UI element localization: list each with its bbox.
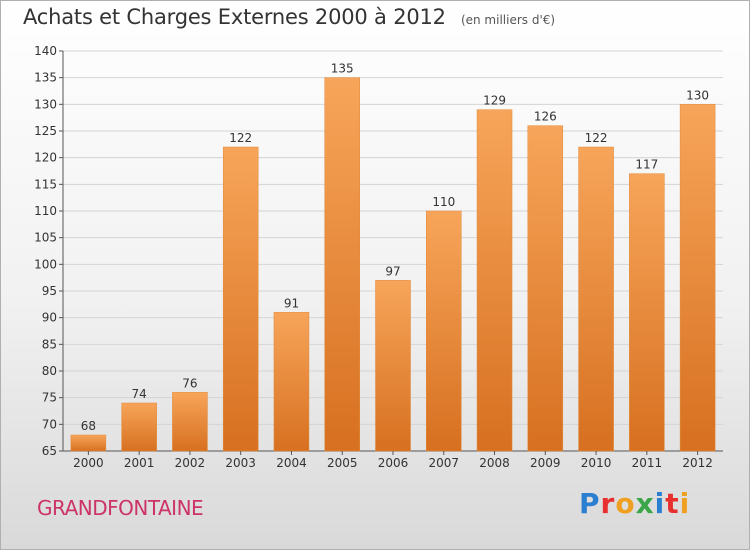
bar-2004 [273, 312, 310, 452]
logo-letter: P [579, 487, 601, 520]
data-label-2003: 122 [229, 131, 252, 145]
chart-title: Achats et Charges Externes 2000 à 2012 [23, 5, 446, 29]
data-label-2008: 129 [483, 94, 506, 108]
logo-letter: x [635, 487, 655, 520]
y-tick-label: 140 [34, 44, 57, 58]
x-tick-label-2011: 2011 [632, 456, 663, 470]
data-label-2007: 110 [432, 195, 455, 209]
bar-2005 [324, 77, 360, 452]
commune-name: GRANDFONTAINE [37, 496, 204, 520]
y-tick-label: 80 [42, 364, 57, 378]
y-tick-label: 105 [34, 231, 57, 245]
logo-letter: o [615, 487, 636, 520]
bar-2010 [578, 146, 614, 452]
bar-2006 [375, 280, 411, 452]
y-tick-label: 70 [42, 417, 57, 431]
logo-letter: t [665, 487, 680, 520]
data-label-2004: 91 [284, 296, 299, 310]
data-label-2001: 74 [132, 387, 147, 401]
data-label-2011: 117 [635, 158, 658, 172]
x-tick-label-2002: 2002 [175, 456, 206, 470]
x-tick-label-2004: 2004 [276, 456, 307, 470]
proxiti-logo: Proxiti [579, 487, 690, 520]
logo-letter: i [654, 487, 666, 520]
y-tick-label: 110 [34, 204, 57, 218]
y-tick-label: 75 [42, 391, 57, 405]
bar-2008 [476, 109, 513, 452]
bar-2007 [426, 210, 462, 452]
bar-2012 [679, 104, 716, 452]
x-tick-label-2006: 2006 [378, 456, 409, 470]
y-tick-label: 85 [42, 337, 57, 351]
data-label-2000: 68 [81, 419, 96, 433]
bar-2000 [70, 434, 107, 452]
x-tick-label-2010: 2010 [581, 456, 612, 470]
bar-2001 [121, 402, 157, 452]
x-tick-label-2005: 2005 [327, 456, 358, 470]
y-tick-label: 125 [34, 124, 57, 138]
x-tick-label-2003: 2003 [225, 456, 256, 470]
y-tick-label: 130 [34, 97, 57, 111]
bar-2002 [172, 392, 208, 452]
x-tick-label-2009: 2009 [530, 456, 561, 470]
title-row: Achats et Charges Externes 2000 à 2012 (… [23, 5, 555, 29]
data-label-2002: 76 [182, 376, 197, 390]
x-tick-label-2001: 2001 [124, 456, 155, 470]
data-label-2009: 126 [534, 110, 557, 124]
y-tick-label: 95 [42, 284, 57, 298]
y-tick-label: 100 [34, 257, 57, 271]
bar-2003 [222, 146, 259, 452]
x-tick-label-2000: 2000 [73, 456, 104, 470]
bar-2011 [629, 173, 665, 452]
y-tick-label: 115 [34, 177, 57, 191]
y-tick-label: 135 [34, 71, 57, 85]
data-label-2012: 130 [686, 88, 709, 102]
y-tick-label: 120 [34, 151, 57, 165]
bar-2009 [527, 125, 564, 452]
x-tick-label-2012: 2012 [682, 456, 713, 470]
data-label-2010: 122 [585, 131, 608, 145]
x-tick-label-2007: 2007 [428, 456, 459, 470]
data-label-2005: 135 [331, 62, 354, 76]
y-tick-label: 65 [42, 444, 57, 458]
data-label-2006: 97 [385, 264, 400, 278]
logo-letter: r [600, 487, 616, 520]
x-tick-label-2008: 2008 [479, 456, 510, 470]
chart-subtitle: (en milliers d'€) [460, 13, 556, 27]
logo-letter: i [679, 487, 691, 520]
y-tick-label: 90 [42, 311, 57, 325]
